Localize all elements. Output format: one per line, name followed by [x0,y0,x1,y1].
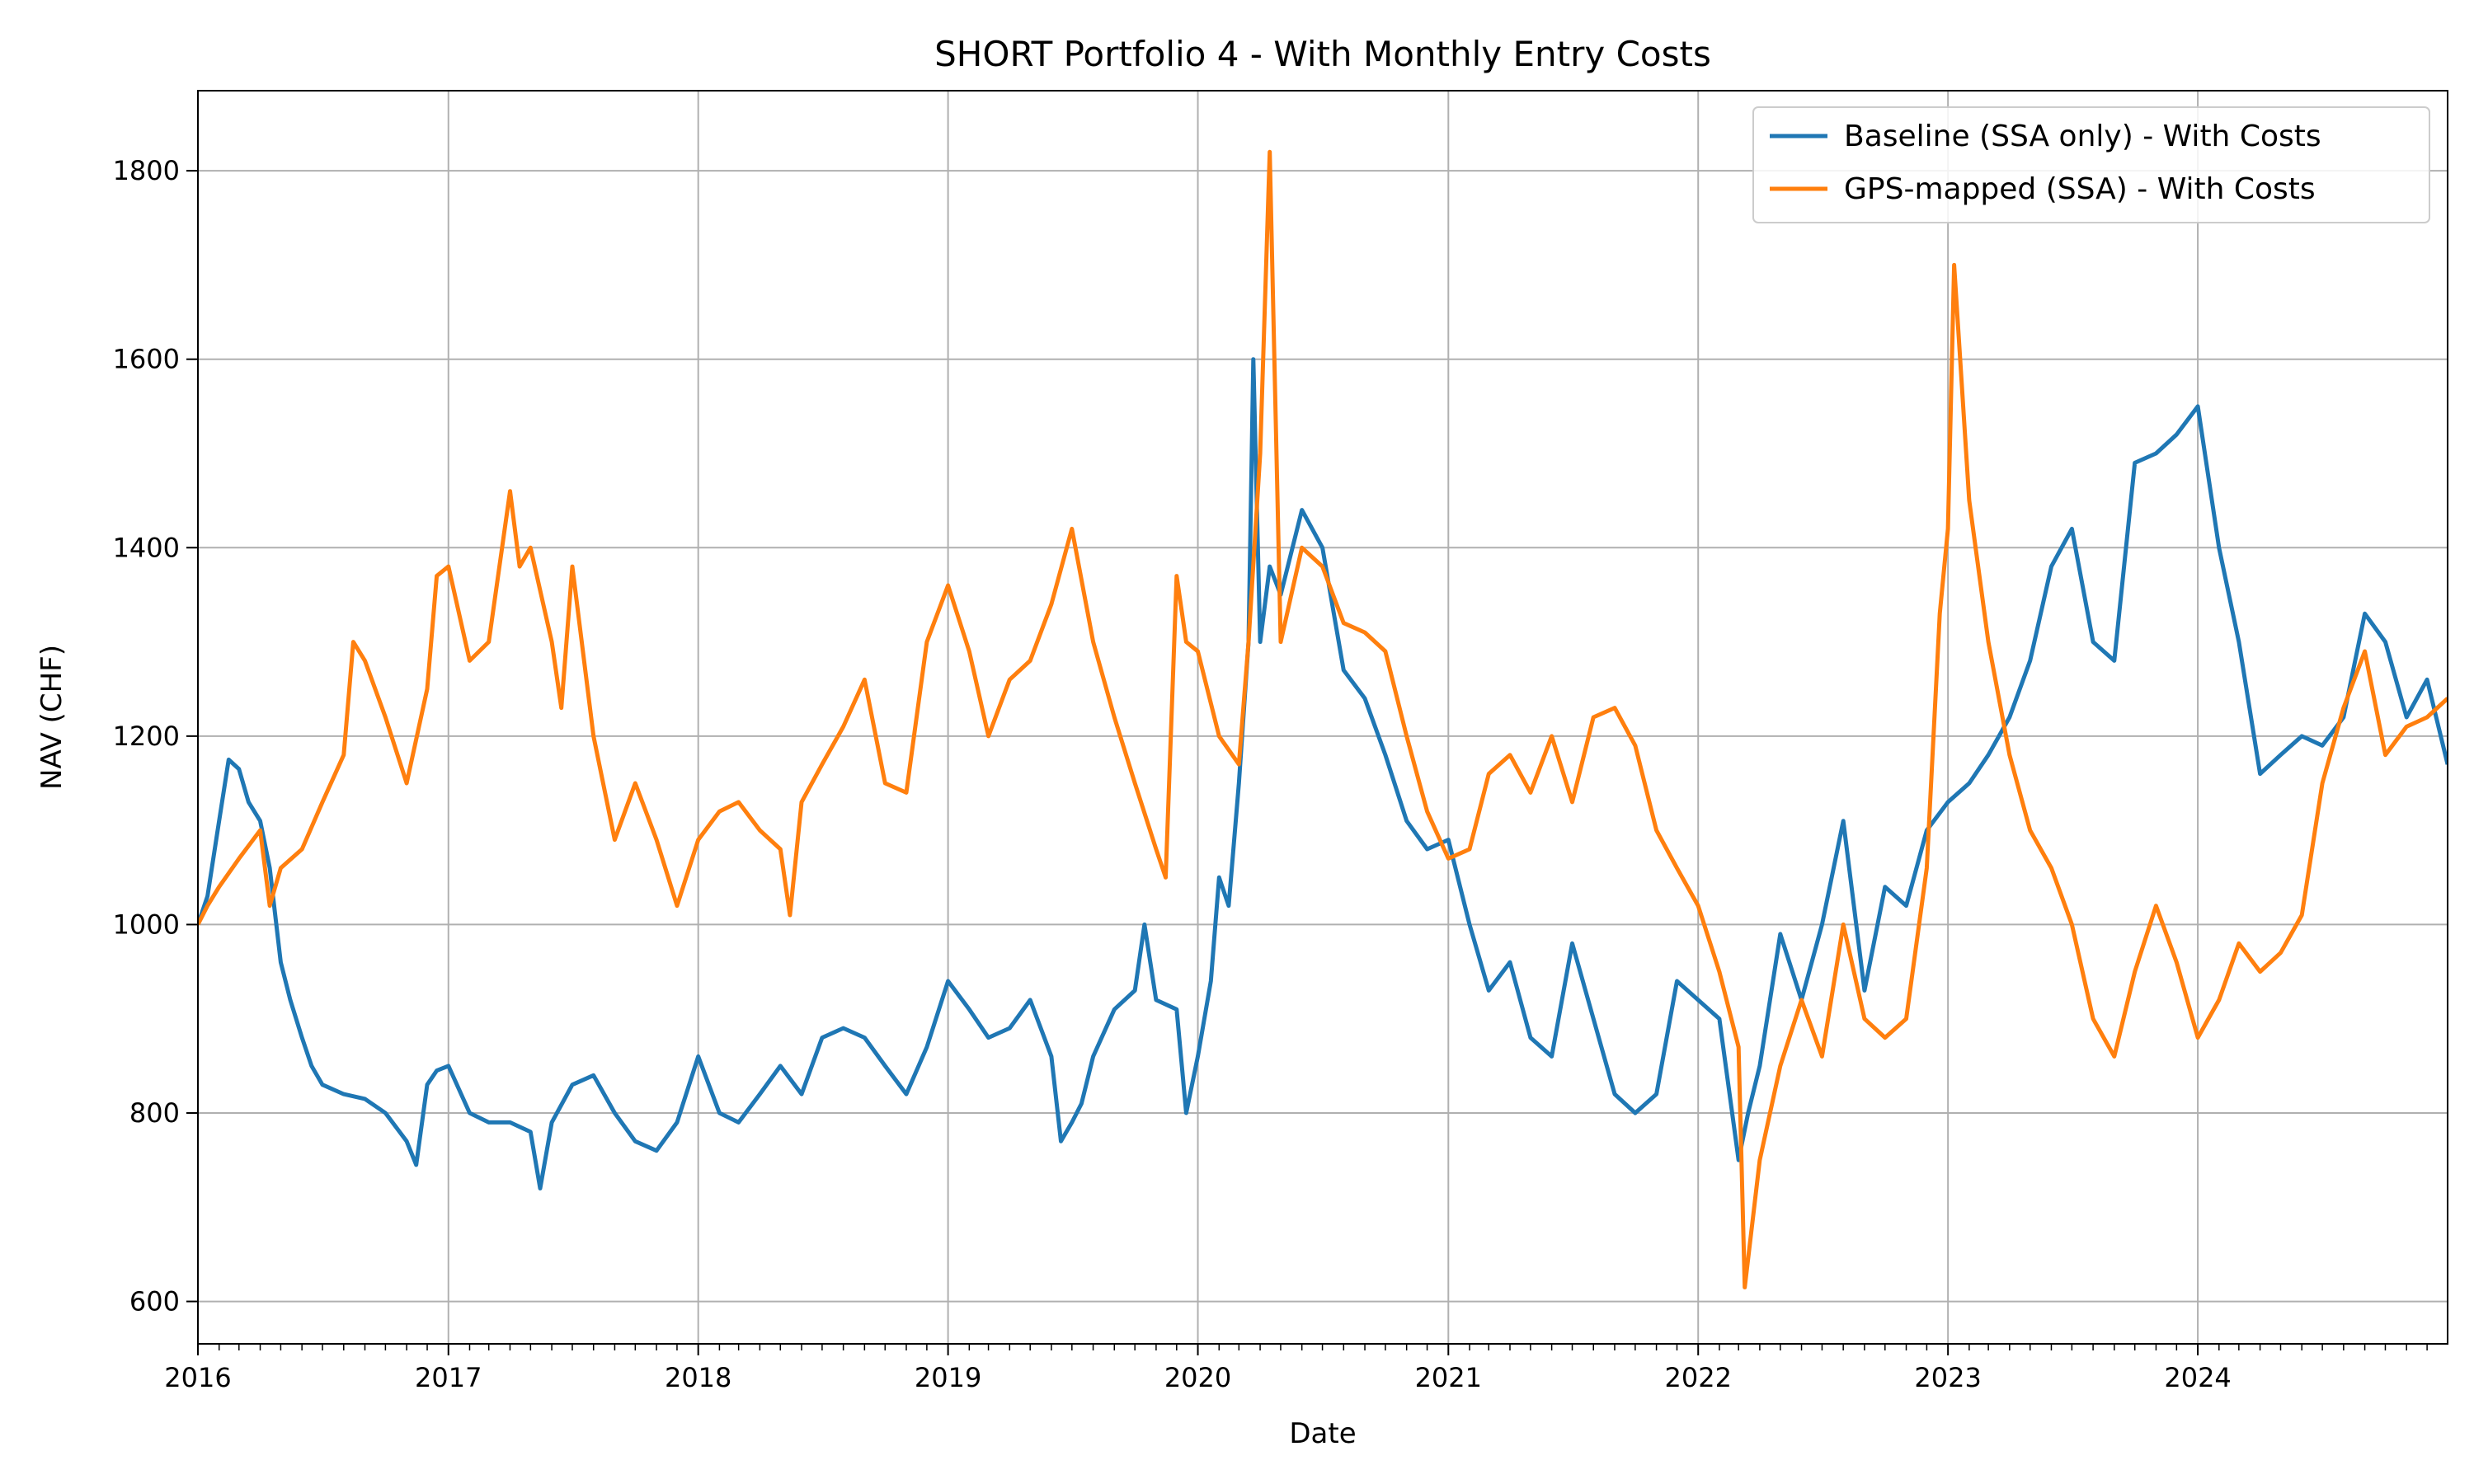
chart-title: SHORT Portfolio 4 - With Monthly Entry C… [934,34,1711,74]
x-tick-label: 2019 [915,1362,981,1393]
x-tick-label: 2024 [2164,1362,2231,1393]
axis-ticks: 2016 2017 2018 2019 2020 2021 2022 2023 2024 600 8… [113,155,2428,1393]
y-axis-title: NAV (CHF) [35,645,68,790]
x-axis-title: Date [1289,1417,1356,1450]
series-lines [198,149,2448,1289]
legend-label-baseline: Baseline (SSA only) - With Costs [1844,120,2321,153]
legend-label-gps-mapped: GPS-mapped (SSA) - With Costs [1844,172,2316,206]
x-tick-label: 2016 [164,1362,231,1393]
legend: Baseline (SSA only) - With Costs GPS-map… [1752,106,2430,223]
x-tick-label: 2021 [1415,1362,1482,1393]
x-tick-label: 2020 [1164,1362,1231,1393]
x-tick-label: 2023 [1914,1362,1981,1393]
series-line-gps-mapped [198,149,2448,1289]
y-tick-label: 1000 [113,909,180,940]
series-line-baseline [198,357,2448,1190]
x-tick-label: 2018 [665,1362,731,1393]
y-tick-label: 1400 [113,532,180,563]
y-tick-label: 1600 [113,344,180,375]
x-tick-label: 2017 [415,1362,482,1393]
y-tick-label: 600 [129,1286,180,1317]
y-tick-label: 1800 [113,155,180,186]
y-tick-label: 1200 [113,721,180,752]
y-tick-label: 800 [129,1097,180,1129]
legend-box [1752,106,2430,223]
x-tick-label: 2022 [1665,1362,1732,1393]
